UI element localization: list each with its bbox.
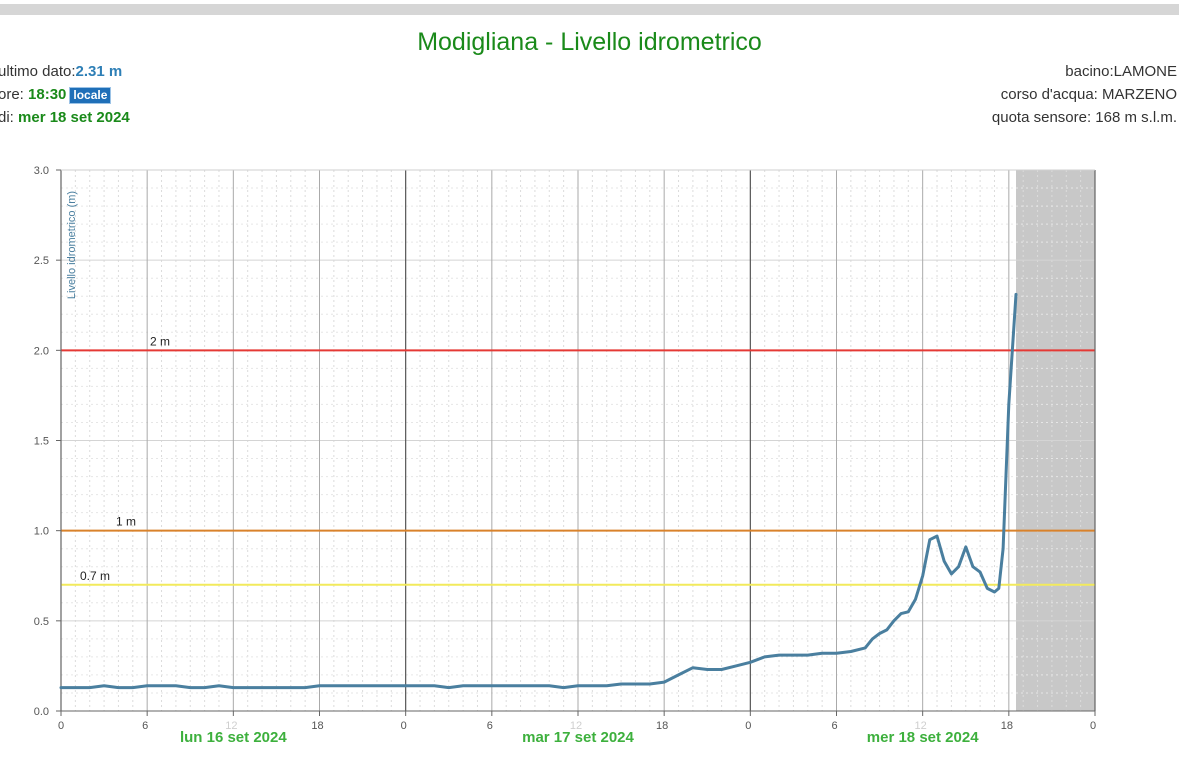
threshold-label-yellow: 0.7 m [80,569,110,583]
date-value: mer 18 set 2024 [18,109,130,126]
y-tick-label: 2.5 [34,255,49,267]
y-tick-label: 1.5 [34,436,49,448]
y-tick-label: 2.0 [34,345,49,357]
date-label: di: [0,109,19,126]
time-value: 18:30 [28,86,67,103]
level-series-line [59,292,1018,690]
basin-text: bacino:LAMONE [1065,63,1177,80]
last-data-label: ultimo dato: [0,63,76,80]
x-tick-label: 12 [570,720,582,732]
last-data-value: 2.31 m [75,63,123,80]
last-data-row: ultimo dato:2.31 m [0,60,130,83]
x-tick-label: 6 [831,720,837,732]
threshold-label-orange: 1 m [116,515,136,529]
y-tick-label: 1.0 [34,526,49,538]
y-tick-label: 0.5 [34,616,49,628]
sensor-quota-text: quota sensore: 168 m s.l.m. [991,109,1177,126]
time-row: ore: 18:30 locale [0,83,130,106]
locale-badge[interactable]: locale [69,87,112,104]
river-text: corso d'acqua: MARZENO [1000,86,1177,103]
x-tick-label: 12 [225,720,237,732]
date-label: mar 17 set 2024 [522,729,634,746]
date-label: lun 16 set 2024 [180,729,287,746]
x-tick-label: 18 [311,720,323,732]
info-left: ultimo dato:2.31 m ore: 18:30 locale di: … [0,60,130,129]
x-tick-label: 18 [1001,720,1013,732]
date-row: di: mer 18 set 2024 [0,106,130,129]
level-chart: 2 m 1 m 0.7 m 0.0 0.5 1.0 1.5 2.0 2.5 3.0 Livello … [34,165,1096,746]
y-axis-label: Livello idrometrico (m) [66,191,78,299]
x-tick-label: 6 [142,720,148,732]
time-label: ore: [0,86,29,103]
x-tick-label: 12 [915,720,927,732]
x-tick-label: 6 [487,720,493,732]
threshold-label-red: 2 m [150,334,170,348]
date-label: mer 18 set 2024 [867,729,979,746]
x-tick-label: 18 [656,720,668,732]
info-right: bacino:LAMONE corso d'acqua: MARZENO quo… [992,60,1177,129]
top-bar [0,4,1179,15]
y-tick-label: 0.0 [34,706,49,718]
x-tick-label: 0 [1090,720,1096,732]
y-tick-label: 3.0 [34,165,49,177]
x-tick-label: 0 [745,720,751,732]
x-tick-label: 0 [58,720,64,732]
chart-title: Modigliana - Livello idrometrico [417,28,762,56]
x-tick-label: 0 [401,720,407,732]
